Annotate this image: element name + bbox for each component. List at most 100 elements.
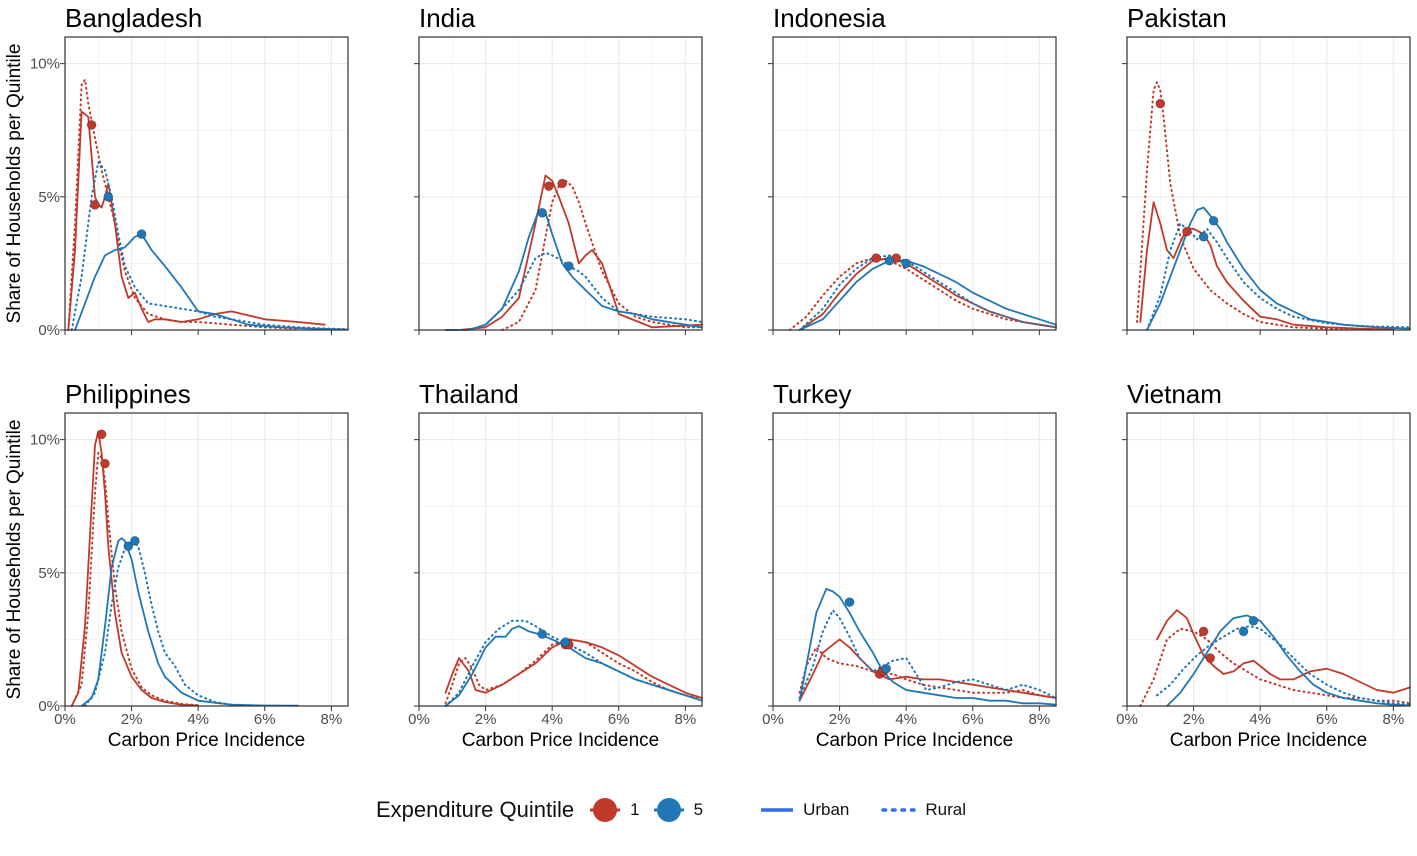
series-quintile-1-urban-line [1156,609,1411,694]
series-quintile-5-urban-line [444,209,703,331]
series-quintile-5-rural-line [84,539,233,707]
series-quintile-1-rural-line [788,257,1057,331]
y-tick-label: 10% [30,432,60,449]
x-tick-label: 6% [962,711,984,728]
gridlines [772,413,1056,707]
marker-quintile-1 [100,458,110,469]
series-quintile-1-rural-line [1136,81,1395,331]
marker-quintile-1 [557,178,567,189]
marker-quintile-1 [871,253,882,263]
legend-item-rural: Rural [881,795,966,825]
series-quintile-5-rural-line [1146,222,1411,331]
x-tick-label: 0% [1116,711,1138,728]
panel-title: India [419,3,476,33]
panel-title: Turkey [773,379,852,409]
x-tick-label: 2% [475,711,497,728]
x-tick-label: 2% [121,711,143,728]
x-axis-title: Carbon Price Incidence [108,730,306,751]
series-quintile-5-rural-line [798,609,1057,699]
marker-quintile-1 [544,181,554,191]
marker-quintile-5 [884,255,895,266]
panel-title: Vietnam [1127,379,1222,409]
series-quintile-1-urban-line [444,638,703,699]
y-axis-title: Share of Households per Quintile [4,44,25,324]
x-tick-label: 6% [254,711,276,728]
marker-quintile-5 [560,637,571,647]
gridlines [772,37,1056,331]
series-quintile-5-urban-line [80,537,300,707]
series-quintile-1-rural-line [70,452,200,707]
x-tick-label: 0% [408,711,430,728]
marker-quintile-5 [130,536,140,546]
series-quintile-5-urban-line [798,259,1057,331]
panel-title: Bangladesh [65,3,202,33]
gridlines [1126,413,1410,707]
series-quintile-5-urban-line [444,625,703,707]
legend-label-rural: Rural [925,800,966,819]
y-tick-label: 0% [38,698,60,715]
x-tick-label: 4% [1249,711,1271,728]
x-axis-title: Carbon Price Incidence [816,730,1014,751]
marker-quintile-1 [96,429,107,440]
series-quintile-1-rural-line [501,179,703,331]
panel-turkey: Turkey 0% 2% 4% 6% 8% Carbon Price Incidence [762,379,1057,751]
panel-title: Pakistan [1127,3,1227,33]
series-quintile-1-urban-line [70,430,200,707]
marker-quintile-5 [123,541,134,551]
y-tick-label: 5% [38,189,60,206]
x-tick-label: 4% [541,711,563,728]
series-quintile-5-rural-line [798,254,1057,331]
x-tick-label: 6% [608,711,630,728]
panel-thailand: Thailand 0% 2% 4% 6% 8% Carbon Price Incidence [408,379,703,751]
legend-label-quintile-1: 1 [630,800,640,819]
legend-key-urban [761,808,794,812]
panel-india: India [414,3,703,335]
marker-quintile-5 [1198,231,1209,242]
y-tick-label: 10% [30,56,60,73]
panel-pakistan: Pakistan [1122,3,1411,335]
marker-quintile-5 [103,192,114,202]
legend-title: Expenditure Quintile [376,797,575,822]
marker-quintile-5 [136,229,147,239]
marker-quintile-1 [1182,226,1192,237]
x-tick-label: 8% [675,711,697,728]
series-quintile-1-urban-line [1139,201,1395,331]
x-tick-label: 4% [895,711,917,728]
series-quintile-5-rural-line [444,619,703,707]
marker-quintile-5 [564,261,574,271]
gridlines [64,413,348,707]
x-tick-label: 6% [1316,711,1338,728]
marker-quintile-1 [1155,98,1166,109]
marker-quintile-1 [86,120,97,130]
x-tick-label: 2% [1183,711,1205,728]
series-quintile-1-rural-line [1139,627,1411,707]
series-quintile-1-rural-line [67,78,300,331]
series-quintile-5-rural-line [70,161,349,331]
x-axis-title: Carbon Price Incidence [462,730,660,751]
panel-indonesia: Indonesia [768,3,1057,335]
legend-item-urban: Urban [759,795,849,825]
x-tick-label: 8% [321,711,343,728]
legend-item-quintile-1: 1 [588,795,640,825]
x-tick-label: 8% [1029,711,1051,728]
panel-vietnam: Vietnam 0% 2% 4% 6% 8% Carbon Price Incidence [1116,379,1411,751]
series-quintile-1-urban-line [444,174,703,331]
marker-quintile-1 [1198,626,1209,637]
series-quintile-5-urban-line [798,587,1057,706]
x-tick-label: 4% [187,711,209,728]
legend-label-urban: Urban [803,800,850,819]
panel-frame [418,412,703,707]
panel-frame [772,36,1057,331]
gridlines [1126,37,1410,331]
marker-quintile-5 [537,208,547,218]
x-tick-label: 0% [762,711,784,728]
panel-title: Thailand [419,379,519,409]
x-axis-title: Carbon Price Incidence [1170,730,1368,751]
series-quintile-1-rural-line [444,638,703,705]
legend-key-quintile-1 [590,798,621,822]
series-quintile-1-urban-line [67,110,326,331]
legend-key-rural [881,808,918,812]
panel-bangladesh: Bangladesh 0% 5% 10% Share of Households per… [4,3,349,339]
legend-label-quintile-5: 5 [693,800,704,819]
